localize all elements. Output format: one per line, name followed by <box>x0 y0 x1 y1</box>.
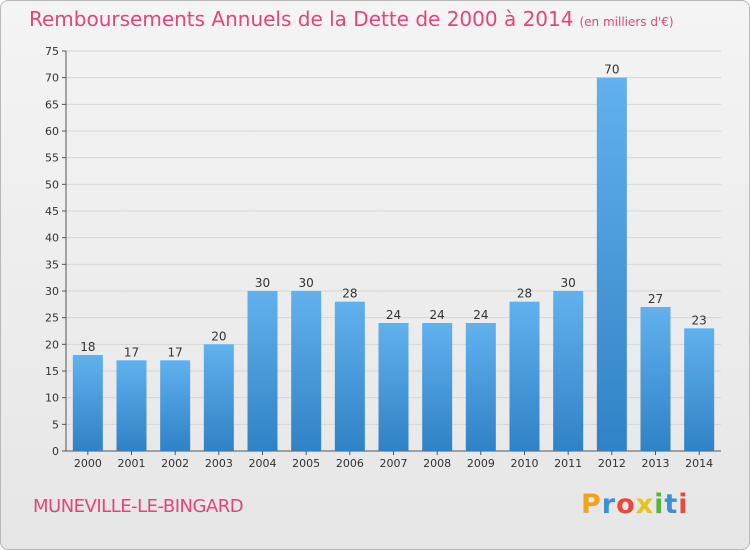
bar-2005[interactable] <box>291 291 322 451</box>
city-name: MUNEVILLE-LE-BINGARD <box>33 496 244 517</box>
bars-group <box>72 77 715 452</box>
proxiti-logo[interactable]: Proxiti <box>581 489 689 520</box>
y-tick-label: 45 <box>45 205 59 218</box>
x-tick-label-2000: 2000 <box>74 457 102 470</box>
x-tick-label-2007: 2007 <box>380 457 408 470</box>
x-tick-label-2011: 2011 <box>554 457 582 470</box>
bar-value-label-2006: 28 <box>342 287 357 301</box>
y-tick-label: 55 <box>45 152 59 165</box>
bar-value-label-2002: 17 <box>168 345 183 359</box>
bar-2000[interactable] <box>72 355 103 451</box>
bar-2007[interactable] <box>378 323 409 451</box>
x-tick-label-2010: 2010 <box>511 457 539 470</box>
x-tick-label-2009: 2009 <box>467 457 495 470</box>
y-tick-label: 15 <box>45 365 59 378</box>
bar-2004[interactable] <box>247 291 278 451</box>
bar-2003[interactable] <box>203 344 234 451</box>
x-tick-label-2012: 2012 <box>598 457 626 470</box>
y-tick-label: 75 <box>45 45 59 58</box>
bar-2008[interactable] <box>422 323 453 451</box>
bar-value-label-2008: 24 <box>430 308 445 322</box>
y-tick-label: 70 <box>45 72 59 85</box>
chart-title: Remboursements Annuels de la Dette de 20… <box>29 7 674 31</box>
y-tick-label: 0 <box>52 445 59 458</box>
y-tick-label: 40 <box>45 232 59 245</box>
bar-2006[interactable] <box>334 301 365 451</box>
bar-value-label-2009: 24 <box>473 308 488 322</box>
bar-2014[interactable] <box>684 328 715 451</box>
bar-value-label-2010: 28 <box>517 287 532 301</box>
y-tick-label: 10 <box>45 392 59 405</box>
bar-value-label-2013: 27 <box>648 292 663 306</box>
axes: 0 5 10 15 20 25 30 35 40 45 50 55 60 65 70 75 <box>45 45 721 458</box>
bar-value-label-2011: 30 <box>561 276 576 290</box>
x-tick-label-2001: 2001 <box>118 457 146 470</box>
bar-2013[interactable] <box>640 307 671 451</box>
y-tick-label: 25 <box>45 312 59 325</box>
bar-value-label-2001: 17 <box>124 345 139 359</box>
y-tick-label: 60 <box>45 125 59 138</box>
x-tick-label-2002: 2002 <box>161 457 189 470</box>
bar-2011[interactable] <box>553 291 584 451</box>
x-tick-label-2005: 2005 <box>292 457 320 470</box>
y-tick-label: 30 <box>45 285 59 298</box>
bar-value-label-2007: 24 <box>386 308 401 322</box>
bar-value-label-2012: 70 <box>604 63 619 77</box>
x-tick-label-2013: 2013 <box>642 457 670 470</box>
bar-value-label-2004: 30 <box>255 276 270 290</box>
chart-title-text: Remboursements Annuels de la Dette de 20… <box>29 7 574 31</box>
x-tick-label-2006: 2006 <box>336 457 364 470</box>
bar-2009[interactable] <box>465 323 496 451</box>
y-tick-label: 50 <box>45 178 59 191</box>
y-tick-label: 35 <box>45 258 59 271</box>
labels-group: 18 2000 17 2001 17 2002 20 2003 30 2004 30 2005 28 20… <box>74 63 713 470</box>
bar-value-label-2005: 30 <box>299 276 314 290</box>
bar-value-label-2003: 20 <box>211 329 226 343</box>
bar-2002[interactable] <box>160 360 191 451</box>
bar-2012[interactable] <box>596 77 627 452</box>
x-tick-label-2003: 2003 <box>205 457 233 470</box>
bar-value-label-2014: 23 <box>692 313 707 327</box>
x-tick-label-2014: 2014 <box>685 457 713 470</box>
y-tick-label: 5 <box>52 418 59 431</box>
chart-unit-note: (en milliers d'€) <box>579 15 674 29</box>
y-tick-label: 20 <box>45 338 59 351</box>
y-tick-label: 65 <box>45 98 59 111</box>
x-tick-label-2004: 2004 <box>249 457 277 470</box>
bar-value-label-2000: 18 <box>80 340 95 354</box>
bar-2001[interactable] <box>116 360 147 451</box>
bar-2010[interactable] <box>509 301 540 451</box>
x-tick-label-2008: 2008 <box>423 457 451 470</box>
